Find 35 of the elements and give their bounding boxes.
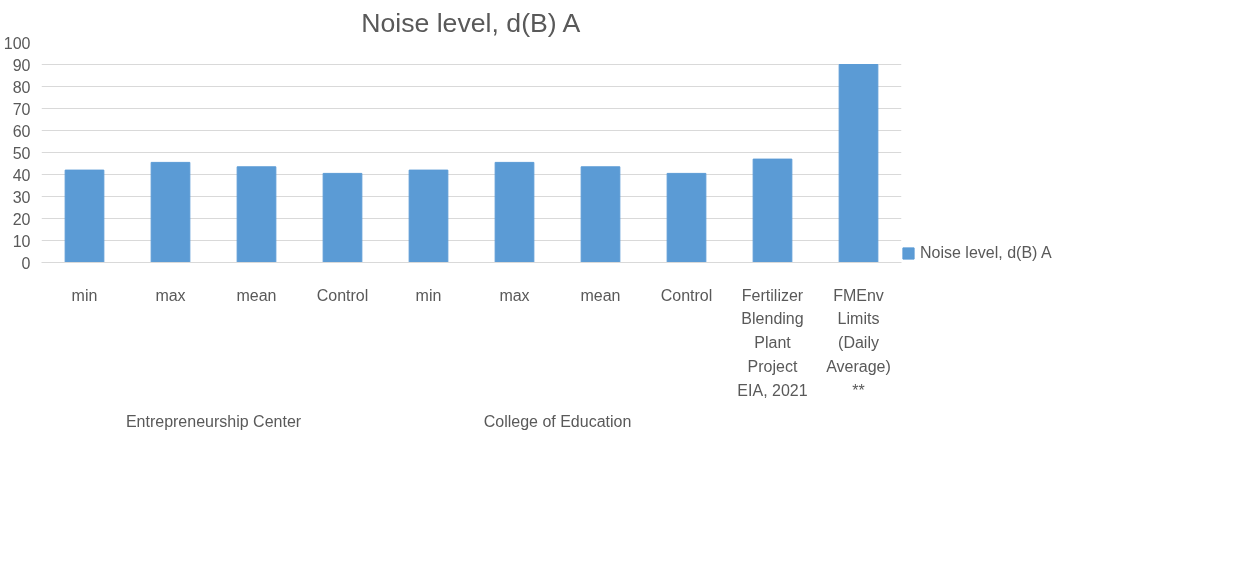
x-tick-label: mean	[236, 286, 277, 304]
y-tick-label: 40	[12, 166, 31, 184]
x-tick-label: min	[71, 286, 98, 304]
bar	[150, 161, 191, 263]
text: Entrepreneurship Center	[125, 412, 302, 430]
x-tick-label: Control	[660, 286, 713, 304]
x-tick-label: max	[155, 286, 186, 304]
y-tick-label: 80	[12, 78, 31, 96]
y-tick-label: 50	[12, 144, 31, 162]
x-tick-label: min	[415, 286, 442, 304]
chart-title: Noise level, d(B) A	[361, 7, 581, 38]
x-tick-label: max	[499, 286, 530, 304]
y-tick-label: 70	[12, 100, 31, 118]
y-tick-label: 20	[12, 210, 31, 228]
x-tick-label: Control	[316, 286, 369, 304]
legend-label: Noise level, d(B) A	[920, 244, 1052, 262]
bar	[752, 158, 793, 263]
x-tick-label: mean	[580, 286, 621, 304]
y-tick-label: 100	[3, 34, 31, 52]
bar	[236, 166, 277, 263]
x-tick-label: FMEnv Limits (Daily Average) **	[826, 286, 891, 399]
y-tick-label: 60	[12, 122, 31, 140]
y-tick-label: 30	[12, 188, 31, 206]
y-tick-label: 90	[12, 56, 31, 74]
y-tick-label: 0	[21, 254, 31, 272]
bar	[580, 166, 621, 263]
y-tick-label: 10	[12, 232, 31, 250]
bar	[64, 169, 105, 263]
bar	[322, 172, 363, 263]
bar	[838, 64, 879, 263]
text: College of Education	[483, 412, 632, 430]
bar	[408, 169, 449, 263]
x-tick-label: Fertilizer Blending Plant Project EIA, 2021	[737, 286, 808, 399]
bar	[666, 172, 707, 263]
bar	[494, 161, 535, 263]
